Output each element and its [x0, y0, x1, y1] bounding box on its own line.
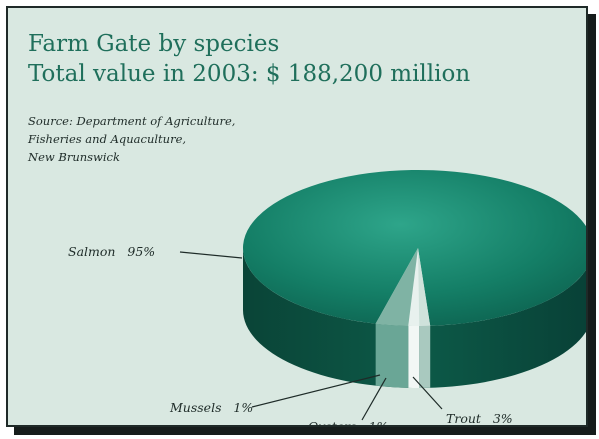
pie-chart: Salmon 95% Trout 3% Oysters 1% Mussels 1% — [68, 170, 586, 425]
slice-label-salmon: Salmon 95% — [68, 244, 155, 259]
slice-labels: Salmon 95% Trout 3% Oysters 1% Mussels 1% — [68, 244, 513, 425]
slice-top-oysters — [408, 248, 420, 326]
chart-frame: Salmon 95% Trout 3% Oysters 1% Mussels 1% F… — [6, 6, 588, 427]
slice-top-mussels — [418, 248, 431, 326]
source-line-3: New Brunswick — [28, 150, 120, 164]
slice-label-trout: Trout 3% — [446, 411, 513, 425]
slice-wall-oysters — [408, 325, 420, 388]
slice-top-trout — [375, 248, 418, 326]
slice-label-mussels: Mussels 1% — [169, 400, 253, 415]
slice-label-oysters: Oysters 1% — [308, 419, 388, 425]
pie-group — [243, 170, 586, 388]
slice-wall-trout — [375, 323, 409, 388]
leader-lines — [179, 251, 443, 421]
chart-subtitle: Total value in 2003: $ 188,200 million — [28, 61, 471, 87]
chart-title: Farm Gate by species — [28, 31, 280, 57]
leader-line-mussels — [251, 374, 381, 408]
slice-wall-mussels — [419, 325, 431, 388]
leader-line-trout — [412, 376, 443, 410]
leader-line-salmon — [179, 251, 243, 259]
pie-side-wall — [243, 248, 586, 388]
source-line-2: Fisheries and Aquaculture, — [28, 132, 187, 146]
source-line-1: Source: Department of Agriculture, — [28, 114, 236, 128]
slice-top-salmon — [243, 170, 586, 326]
leader-line-oysters — [361, 377, 387, 421]
